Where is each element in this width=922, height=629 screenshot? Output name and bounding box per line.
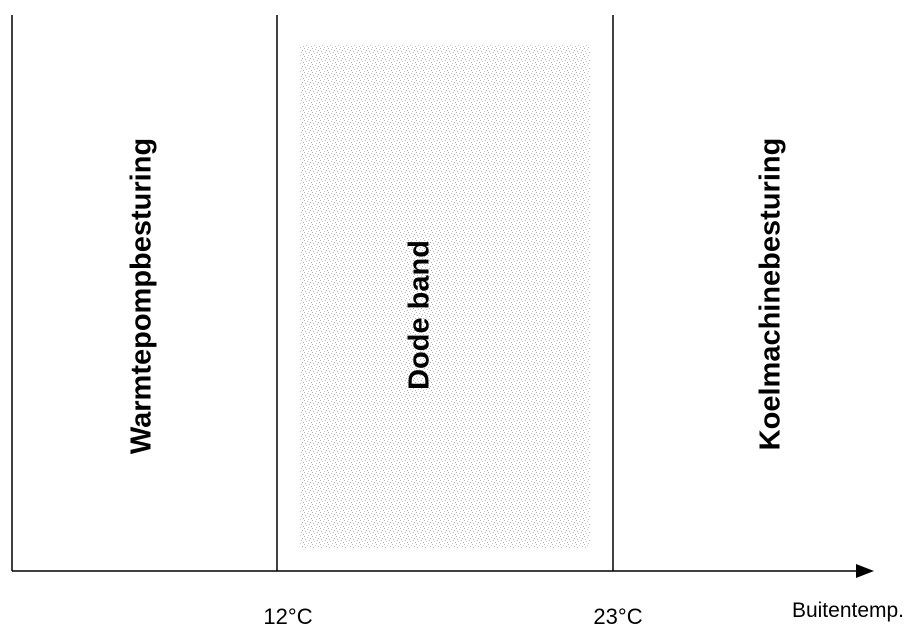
zone-label-dead-band: Dode band xyxy=(404,240,436,390)
zone-label-chiller: Koelmachinebesturing xyxy=(755,138,787,451)
zone-label-heatpump: Warmtepompbesturing xyxy=(126,138,158,454)
tick-label-12c: 12°C xyxy=(263,604,312,629)
dead-band-area xyxy=(300,45,590,548)
x-axis-arrowhead xyxy=(856,564,874,578)
tick-label-23c: 23°C xyxy=(593,604,642,629)
x-axis-label: Buitentemp. xyxy=(792,599,904,622)
